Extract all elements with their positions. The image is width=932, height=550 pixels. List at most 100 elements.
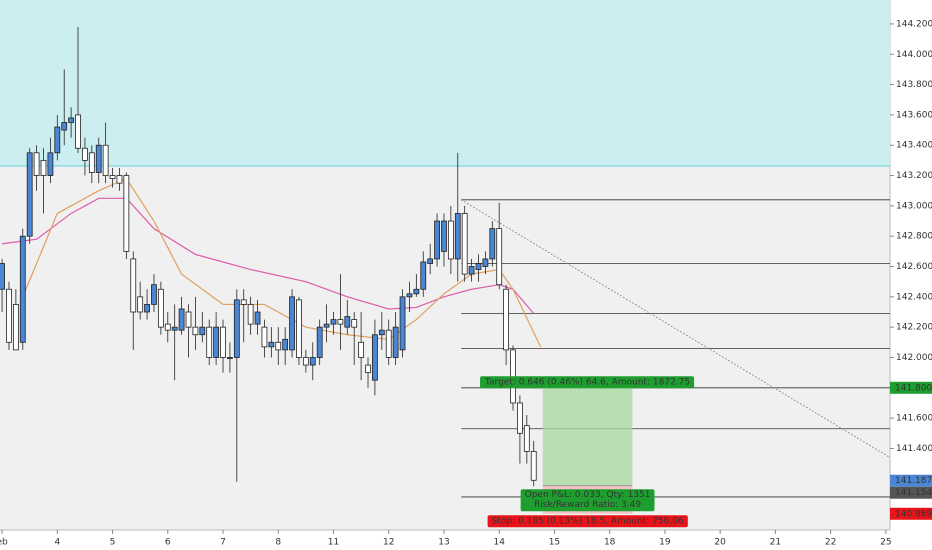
x-tick-label: 22 bbox=[825, 538, 836, 548]
candle-body bbox=[171, 326, 178, 331]
candle-body bbox=[109, 175, 116, 179]
x-tick-label: 11 bbox=[328, 538, 339, 548]
candle-body bbox=[427, 258, 434, 264]
candle-body bbox=[164, 323, 171, 331]
candle-body bbox=[517, 402, 523, 434]
candle-body bbox=[365, 364, 371, 374]
x-tick-label: 12 bbox=[383, 538, 394, 548]
resistance-zone bbox=[0, 0, 890, 167]
candle-body bbox=[19, 235, 26, 343]
candle-body bbox=[413, 288, 420, 295]
y-tick-label: 142.200 bbox=[896, 323, 932, 333]
y-tick-label: 141.600 bbox=[896, 414, 932, 424]
price-label-box bbox=[890, 381, 932, 394]
y-tick-label: 142.600 bbox=[896, 262, 932, 272]
pnl-label-box bbox=[520, 489, 655, 512]
candle-body bbox=[47, 152, 54, 176]
candle-body bbox=[289, 296, 295, 351]
candle-body bbox=[61, 122, 68, 131]
candle-body bbox=[461, 213, 468, 275]
price-label: 141.800 bbox=[895, 383, 932, 393]
candle-body bbox=[192, 326, 199, 336]
candle-body bbox=[88, 152, 95, 173]
candle-body bbox=[454, 213, 461, 260]
candle-body bbox=[116, 175, 123, 184]
price-label-box bbox=[890, 507, 932, 520]
x-tick-label: 8 bbox=[275, 538, 281, 548]
candle-body bbox=[261, 326, 268, 348]
y-tick-label: 143.600 bbox=[896, 110, 932, 120]
candle-body bbox=[468, 266, 475, 275]
moving-average bbox=[1, 197, 535, 314]
candle-body bbox=[392, 326, 399, 358]
target-label-text: Target: 0.646 (0.46%) 64.6, Amount: 1872… bbox=[484, 377, 690, 387]
candle-body bbox=[75, 114, 81, 149]
x-tick-label: 4 bbox=[54, 538, 60, 548]
candle-body bbox=[309, 357, 316, 366]
x-tick-label: 5 bbox=[110, 538, 116, 548]
x-tick-label: 15 bbox=[549, 538, 560, 548]
candle-body bbox=[220, 326, 226, 358]
candle-body bbox=[82, 147, 88, 161]
candle-body bbox=[296, 299, 302, 358]
x-tick-label: 13 bbox=[438, 538, 449, 548]
y-tick-label: 142.800 bbox=[896, 232, 932, 242]
trend-line bbox=[460, 199, 891, 458]
x-tick-label: 20 bbox=[714, 538, 726, 548]
candle-body bbox=[275, 341, 282, 351]
candle-body bbox=[137, 296, 144, 313]
x-tick-label: 18 bbox=[604, 538, 616, 548]
candle-body bbox=[33, 152, 40, 176]
candle-body bbox=[523, 425, 530, 452]
stop-label-text: Stop: 0.185 (0.13%) 18.5, Amount: 750.06 bbox=[492, 516, 684, 526]
candle-body bbox=[0, 263, 5, 290]
candle-body bbox=[123, 175, 130, 252]
price-label: 140.969 bbox=[895, 509, 932, 519]
ratio-label-text: Risk/Reward Ratio: 3.49 bbox=[534, 500, 641, 510]
y-tick-label: 141.400 bbox=[896, 444, 932, 454]
x-tick-label: 19 bbox=[659, 538, 671, 548]
candle-body bbox=[344, 316, 351, 328]
candle-body bbox=[406, 293, 413, 298]
price-label-box bbox=[890, 474, 932, 487]
candle-body bbox=[351, 319, 358, 328]
candle-body bbox=[157, 288, 164, 328]
candle-body bbox=[316, 326, 323, 358]
candle-body bbox=[227, 357, 233, 359]
candle-body bbox=[337, 319, 344, 325]
candle-body bbox=[178, 308, 185, 331]
candle-body bbox=[503, 288, 510, 351]
candle-body bbox=[496, 228, 503, 286]
price-axis-panel bbox=[890, 0, 932, 550]
y-tick-label: 142.000 bbox=[896, 353, 932, 363]
candle-body bbox=[6, 288, 12, 343]
x-tick-label: 6 bbox=[165, 538, 171, 548]
target-label-box bbox=[480, 376, 695, 389]
y-tick-label: 144.200 bbox=[896, 19, 932, 29]
y-tick-label: 143.400 bbox=[896, 141, 932, 151]
y-tick-label: 143.800 bbox=[896, 80, 932, 90]
x-tick-label: 14 bbox=[493, 538, 505, 548]
profit-zone bbox=[542, 387, 633, 486]
candle-body bbox=[199, 326, 206, 336]
x-tick-label: 21 bbox=[770, 538, 781, 548]
candle-body bbox=[323, 323, 330, 328]
candle-body bbox=[54, 126, 61, 154]
candle-body bbox=[102, 144, 109, 176]
candle-body bbox=[151, 284, 157, 305]
candle-body bbox=[482, 258, 489, 267]
x-tick-label: eb bbox=[0, 538, 8, 548]
candle-body bbox=[213, 326, 220, 358]
stop-label: Stop: 0.185 (0.13%) 18.5, Amount: 750.06 bbox=[487, 515, 688, 528]
candle-body bbox=[441, 220, 447, 252]
candle-body bbox=[358, 341, 365, 358]
candle-body bbox=[240, 299, 247, 305]
candle-body bbox=[330, 319, 337, 325]
price-label-box bbox=[890, 486, 932, 499]
x-tick-label: 25 bbox=[880, 538, 891, 548]
candle-body bbox=[399, 296, 406, 351]
price-label: 141.154 bbox=[895, 488, 932, 498]
candle-body bbox=[489, 228, 496, 260]
